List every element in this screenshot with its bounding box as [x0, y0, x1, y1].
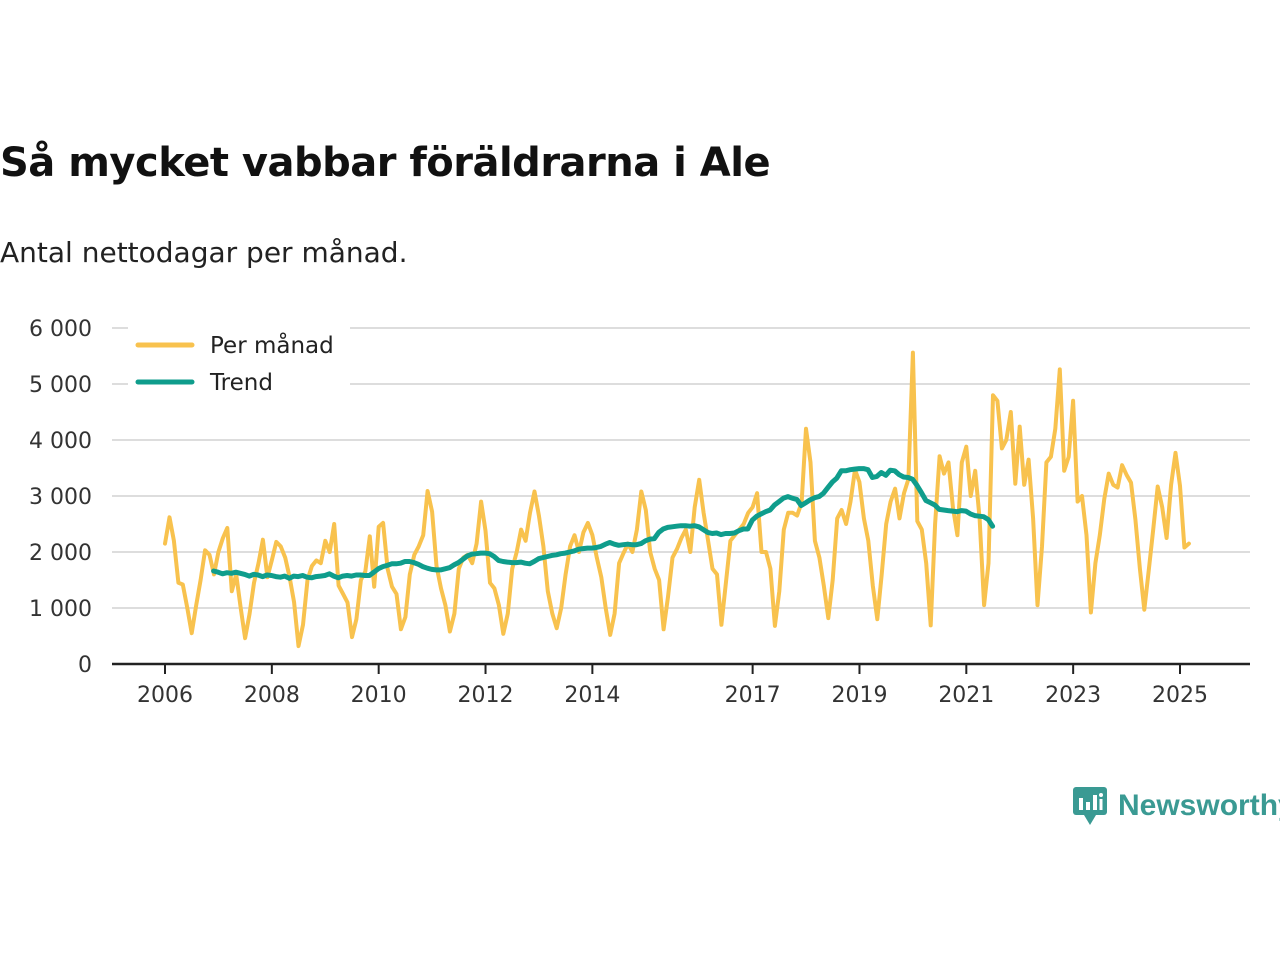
x-tick-label-2008: 2008	[244, 683, 300, 708]
newsworthy-logo-icon	[1073, 787, 1107, 825]
series-line-trend	[211, 466, 996, 581]
legend: Per månad Trend	[128, 326, 350, 396]
x-tick-label-2012: 2012	[458, 683, 514, 708]
x-tick-label-2017: 2017	[725, 683, 781, 708]
x-tick-label-2006: 2006	[137, 683, 193, 708]
chart-title: Så mycket vabbar föräldrarna i Ale	[0, 140, 771, 186]
y-tick-label-2000: 2 000	[29, 541, 92, 566]
x-tick-label-2014: 2014	[564, 683, 620, 708]
brand-logo: Newsworthy	[1072, 786, 1280, 826]
chart-subtitle: Antal nettodagar per månad.	[0, 236, 408, 269]
x-axis-ticks: 2006 2008 2010 2012 2014 2017 2019 2021 2023 2025	[137, 664, 1208, 708]
x-tick-label-2019: 2019	[831, 683, 887, 708]
x-tick-label-2010: 2010	[351, 683, 407, 708]
x-tick-label-2021: 2021	[938, 683, 994, 708]
x-tick-label-2023: 2023	[1045, 683, 1101, 708]
y-axis-ticks: 0 1 000 2 000 3 000 4 000 5 000 6 000	[29, 317, 92, 678]
y-tick-label-1000: 1 000	[29, 597, 92, 622]
y-tick-label-4000: 4 000	[29, 429, 92, 454]
series-line-per-manad	[163, 350, 1191, 649]
line-chart: 0 1 000 2 000 3 000 4 000 5 000 6 000 2006 2008…	[29, 317, 1250, 708]
brand-name: Newsworthy	[1118, 789, 1280, 822]
y-tick-label-5000: 5 000	[29, 373, 92, 398]
y-tick-label-6000: 6 000	[29, 317, 92, 342]
legend-label-trend: Trend	[209, 370, 273, 396]
y-tick-label-3000: 3 000	[29, 485, 92, 510]
x-tick-label-2025: 2025	[1152, 683, 1208, 708]
y-tick-label-0: 0	[78, 653, 92, 678]
legend-label-monthly: Per månad	[210, 331, 334, 359]
series-lines	[163, 350, 1191, 649]
